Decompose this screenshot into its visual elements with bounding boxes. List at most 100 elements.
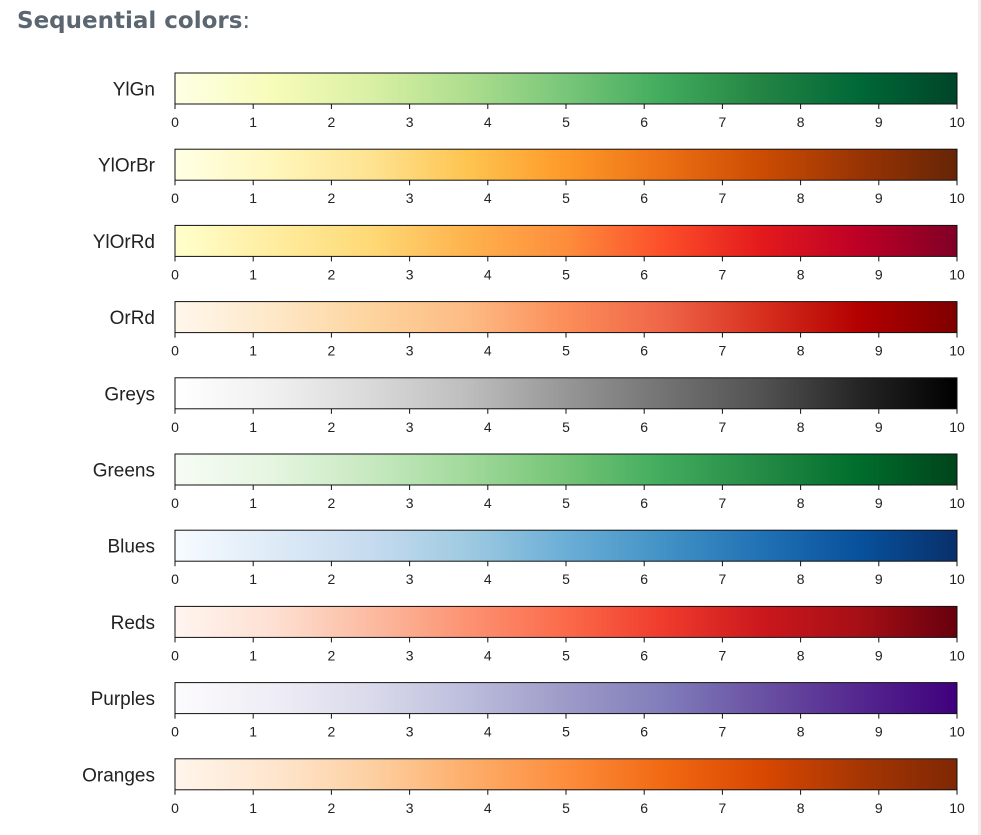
tick-label-blues-9: 9 xyxy=(875,571,883,587)
tick-label-blues-6: 6 xyxy=(640,571,648,587)
tick-label-orrd-7: 7 xyxy=(719,343,727,359)
tick-label-ylgn-7: 7 xyxy=(719,114,727,130)
tick-label-orrd-10: 10 xyxy=(949,343,965,359)
ramp-label-reds: Reds xyxy=(111,613,155,634)
tick-label-oranges-5: 5 xyxy=(562,800,570,816)
tick-label-oranges-3: 3 xyxy=(406,800,414,816)
color-ramp-greens xyxy=(174,453,958,486)
section-heading-text: Sequential colors xyxy=(17,8,243,34)
tick-label-ylorrd-3: 3 xyxy=(406,266,414,282)
tick-label-ylorbr-9: 9 xyxy=(875,190,883,206)
tick-label-greys-8: 8 xyxy=(797,419,805,435)
tick-label-greens-6: 6 xyxy=(640,495,648,511)
tick-label-ylorbr-0: 0 xyxy=(171,190,179,206)
color-ramp-greys xyxy=(174,377,958,410)
tick-label-oranges-7: 7 xyxy=(719,800,727,816)
tick-label-greys-9: 9 xyxy=(875,419,883,435)
tick-label-reds-7: 7 xyxy=(719,647,727,663)
tick-label-blues-3: 3 xyxy=(406,571,414,587)
color-ramp-ylorrd xyxy=(174,224,958,257)
tick-label-oranges-4: 4 xyxy=(484,800,492,816)
tick-label-ylgn-0: 0 xyxy=(171,114,179,130)
tick-label-purples-4: 4 xyxy=(484,724,492,740)
tick-label-greens-8: 8 xyxy=(797,495,805,511)
tick-label-ylorrd-10: 10 xyxy=(949,266,965,282)
tick-label-reds-3: 3 xyxy=(406,647,414,663)
tick-label-oranges-9: 9 xyxy=(875,800,883,816)
tick-label-purples-3: 3 xyxy=(406,724,414,740)
tick-label-reds-5: 5 xyxy=(562,647,570,663)
tick-label-ylorbr-5: 5 xyxy=(562,190,570,206)
tick-label-ylorbr-2: 2 xyxy=(328,190,336,206)
tick-label-orrd-9: 9 xyxy=(875,343,883,359)
tick-label-blues-10: 10 xyxy=(949,571,965,587)
tick-label-reds-10: 10 xyxy=(949,647,965,663)
tick-label-ylorrd-8: 8 xyxy=(797,266,805,282)
tick-label-orrd-8: 8 xyxy=(797,343,805,359)
ramp-label-purples: Purples xyxy=(91,689,155,710)
ramp-orrd: OrRd 0 1 2 3 4 5 6 7 8 9 10 xyxy=(110,301,965,359)
tick-label-blues-4: 4 xyxy=(484,571,492,587)
tick-label-orrd-0: 0 xyxy=(171,343,179,359)
tick-label-greys-6: 6 xyxy=(640,419,648,435)
tick-label-greens-4: 4 xyxy=(484,495,492,511)
ramp-oranges: Oranges 0 1 2 3 4 5 6 7 8 9 10 xyxy=(82,758,965,816)
tick-label-reds-9: 9 xyxy=(875,647,883,663)
tick-label-purples-7: 7 xyxy=(719,724,727,740)
tick-label-purples-8: 8 xyxy=(797,724,805,740)
tick-label-greens-1: 1 xyxy=(249,495,257,511)
color-ramp-purples xyxy=(174,682,958,715)
tick-label-reds-4: 4 xyxy=(484,647,492,663)
ramp-greens: Greens 0 1 2 3 4 5 6 7 8 9 10 xyxy=(93,453,965,511)
tick-label-greys-2: 2 xyxy=(328,419,336,435)
section-heading-colon: : xyxy=(242,8,251,34)
ramp-label-greys: Greys xyxy=(104,384,155,405)
tick-label-reds-2: 2 xyxy=(328,647,336,663)
tick-label-greys-0: 0 xyxy=(171,419,179,435)
tick-label-blues-8: 8 xyxy=(797,571,805,587)
ramp-label-ylorrd: YlOrRd xyxy=(93,232,155,253)
tick-label-blues-5: 5 xyxy=(562,571,570,587)
tick-label-ylorrd-0: 0 xyxy=(171,266,179,282)
ramp-label-greens: Greens xyxy=(93,461,155,482)
tick-label-reds-1: 1 xyxy=(249,647,257,663)
tick-label-ylorrd-6: 6 xyxy=(640,266,648,282)
ramp-purples: Purples 0 1 2 3 4 5 6 7 8 9 10 xyxy=(91,682,965,740)
scrollbar-track[interactable] xyxy=(978,0,981,835)
tick-label-oranges-6: 6 xyxy=(640,800,648,816)
tick-label-ylgn-6: 6 xyxy=(640,114,648,130)
ramp-reds: Reds 0 1 2 3 4 5 6 7 8 9 10 xyxy=(111,605,965,663)
tick-label-greens-9: 9 xyxy=(875,495,883,511)
tick-label-orrd-3: 3 xyxy=(406,343,414,359)
tick-label-greens-0: 0 xyxy=(171,495,179,511)
ramp-label-orrd: OrRd xyxy=(110,308,155,329)
tick-label-ylgn-8: 8 xyxy=(797,114,805,130)
tick-label-ylorbr-10: 10 xyxy=(949,190,965,206)
tick-label-orrd-1: 1 xyxy=(249,343,257,359)
tick-label-ylorbr-6: 6 xyxy=(640,190,648,206)
tick-label-ylorrd-9: 9 xyxy=(875,266,883,282)
tick-label-purples-2: 2 xyxy=(328,724,336,740)
tick-label-blues-0: 0 xyxy=(171,571,179,587)
color-ramp-oranges xyxy=(174,758,958,791)
tick-label-orrd-6: 6 xyxy=(640,343,648,359)
tick-label-oranges-10: 10 xyxy=(949,800,965,816)
tick-label-orrd-2: 2 xyxy=(328,343,336,359)
color-ramp-blues xyxy=(174,529,958,562)
tick-label-purples-10: 10 xyxy=(949,724,965,740)
tick-label-greys-10: 10 xyxy=(949,419,965,435)
tick-label-purples-0: 0 xyxy=(171,724,179,740)
tick-label-greys-1: 1 xyxy=(249,419,257,435)
tick-label-blues-1: 1 xyxy=(249,571,257,587)
ramp-label-oranges: Oranges xyxy=(82,765,155,786)
ramp-label-ylorbr: YlOrBr xyxy=(98,156,156,177)
tick-label-purples-5: 5 xyxy=(562,724,570,740)
tick-label-purples-9: 9 xyxy=(875,724,883,740)
tick-label-reds-0: 0 xyxy=(171,647,179,663)
ramp-ylorbr: YlOrBr 0 1 2 3 4 5 6 7 8 9 10 xyxy=(98,148,965,206)
tick-label-purples-6: 6 xyxy=(640,724,648,740)
tick-label-greens-10: 10 xyxy=(949,495,965,511)
color-ramp-ylgn xyxy=(174,72,958,105)
tick-label-ylgn-3: 3 xyxy=(406,114,414,130)
tick-label-ylorbr-3: 3 xyxy=(406,190,414,206)
